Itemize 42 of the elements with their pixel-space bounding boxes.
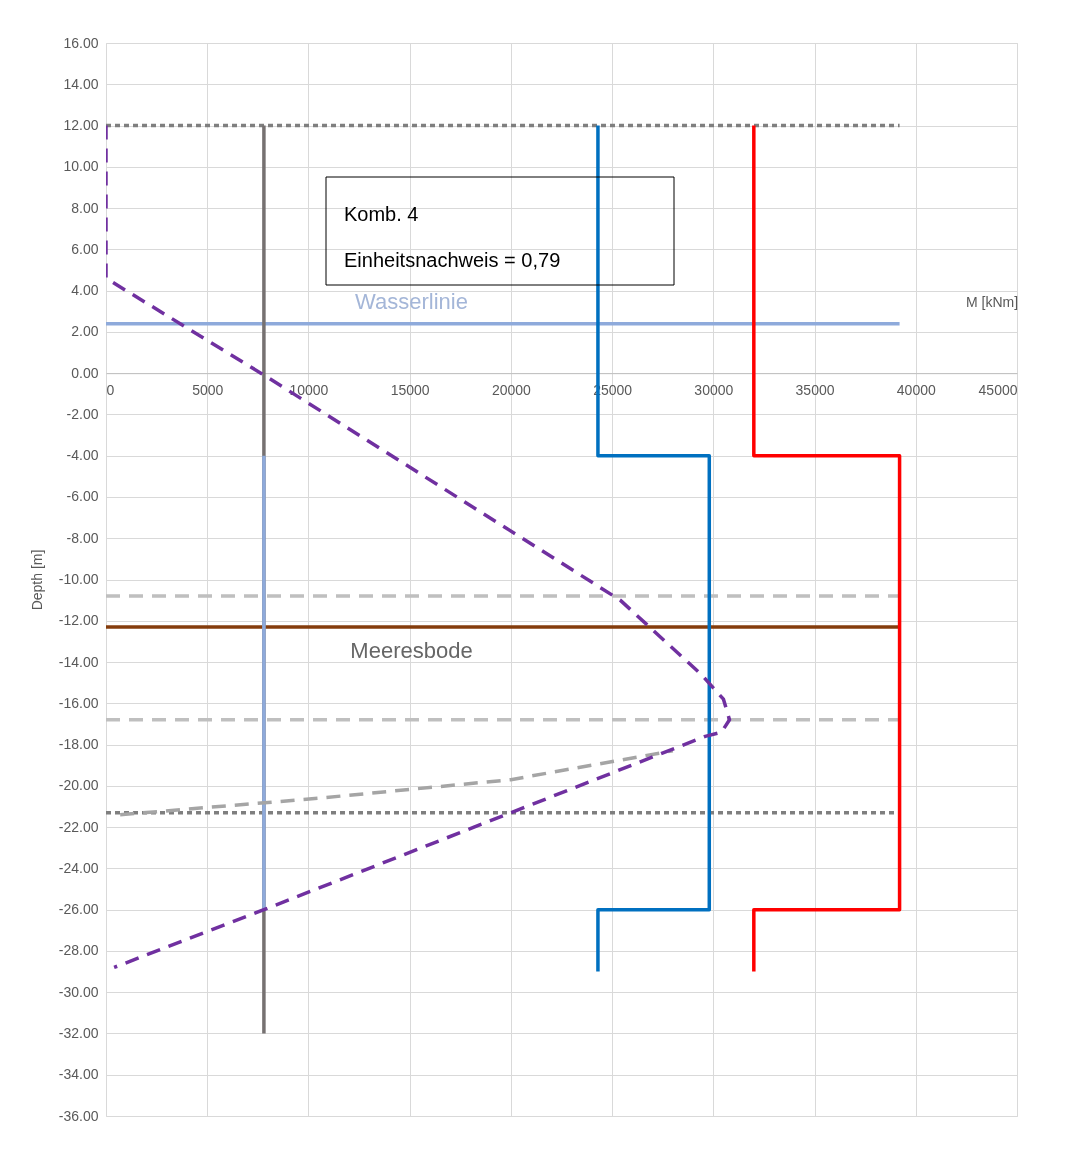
y-tick-label: -4.00 xyxy=(66,447,99,464)
x-tick-label: 20000 xyxy=(491,381,532,398)
y-tick-label: 16.00 xyxy=(63,34,99,51)
x-tick-label: 15000 xyxy=(390,381,430,398)
y-tick-label: -6.00 xyxy=(66,488,99,505)
x-tick-label: 5000 xyxy=(192,381,224,398)
y-tick-label: 10.00 xyxy=(63,158,99,175)
y-tick-label: -30.00 xyxy=(58,983,99,1000)
series-label: Meeresbode xyxy=(350,637,473,663)
x-tick-label: 45000 xyxy=(978,381,1018,398)
y-tick-label: 12.00 xyxy=(63,117,99,134)
y-tick-label: -12.00 xyxy=(58,612,99,629)
y-tick-label: -36.00 xyxy=(58,1107,99,1124)
annotation: Komb. 4 xyxy=(344,203,419,225)
y-tick-label: 8.00 xyxy=(71,199,99,216)
y-axis-title: Depth [m] xyxy=(28,549,45,611)
x-tick-label: 0 xyxy=(106,381,115,398)
x-axis-title: M [kNm] xyxy=(965,294,1019,311)
y-tick-label: -2.00 xyxy=(66,405,99,422)
y-tick-label: 14.00 xyxy=(63,75,99,92)
y-tick-label: -8.00 xyxy=(66,529,99,546)
y-tick-label: -14.00 xyxy=(58,653,99,670)
x-tick-label: 30000 xyxy=(694,381,734,398)
y-tick-label: -18.00 xyxy=(58,736,99,753)
y-tick-label: -20.00 xyxy=(58,777,99,794)
series-label: Wasserlinie xyxy=(355,288,468,314)
y-tick-label: -28.00 xyxy=(58,942,99,959)
x-tick-label: 35000 xyxy=(795,381,835,398)
y-tick-label: 6.00 xyxy=(71,240,99,257)
x-tick-label: 10000 xyxy=(289,381,329,398)
y-tick-label: -26.00 xyxy=(58,901,99,918)
y-tick-label: -32.00 xyxy=(58,1024,99,1041)
y-tick-label: -34.00 xyxy=(58,1066,99,1083)
x-tick-label: 40000 xyxy=(896,381,936,398)
y-tick-label: 0.00 xyxy=(71,364,99,381)
y-tick-label: -10.00 xyxy=(58,571,99,587)
y-tick-label: -22.00 xyxy=(58,818,99,835)
y-tick-label: 4.00 xyxy=(71,282,99,299)
y-tick-label: 2.00 xyxy=(71,323,99,340)
annotation: Einheitsnachweis = 0,79 xyxy=(344,249,561,271)
y-tick-label: -24.00 xyxy=(58,859,99,876)
y-tick-label: -16.00 xyxy=(58,694,99,711)
